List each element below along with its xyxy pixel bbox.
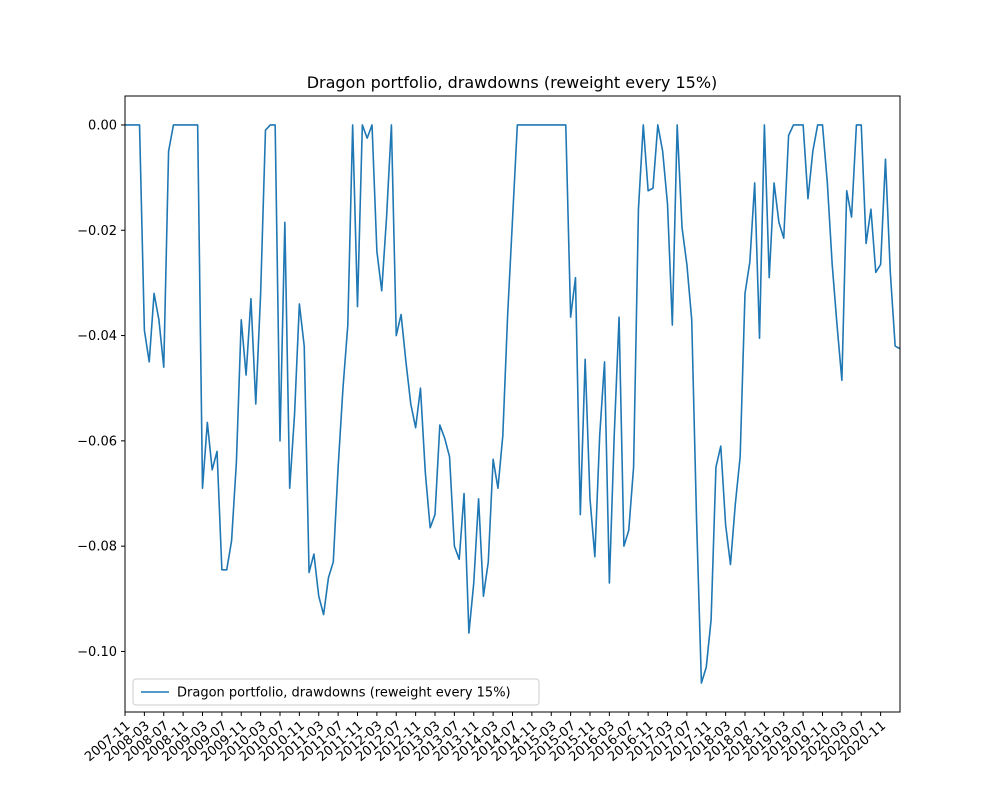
x-axis: 2007-112008-032008-072008-112009-032009-… xyxy=(82,712,889,765)
y-tick-label: −0.08 xyxy=(77,540,117,555)
series-line-drawdowns xyxy=(125,124,901,684)
plot-area xyxy=(124,95,901,713)
legend-label: Dragon portfolio, drawdowns (reweight ev… xyxy=(177,686,511,701)
chart-title: Dragon portfolio, drawdowns (reweight ev… xyxy=(307,73,718,92)
y-tick-label: −0.06 xyxy=(77,434,117,449)
legend-box xyxy=(132,678,540,706)
y-tick-label: −0.04 xyxy=(77,329,117,344)
plot-frame xyxy=(124,95,901,713)
y-axis: 0.00 −0.02 −0.04 −0.06 −0.08 −0.10 xyxy=(77,118,125,660)
y-tick-label: 0.00 xyxy=(88,118,117,133)
legend: Dragon portfolio, drawdowns (reweight ev… xyxy=(132,678,540,706)
y-tick-label: −0.10 xyxy=(77,645,117,660)
y-tick-label: −0.02 xyxy=(77,224,117,239)
